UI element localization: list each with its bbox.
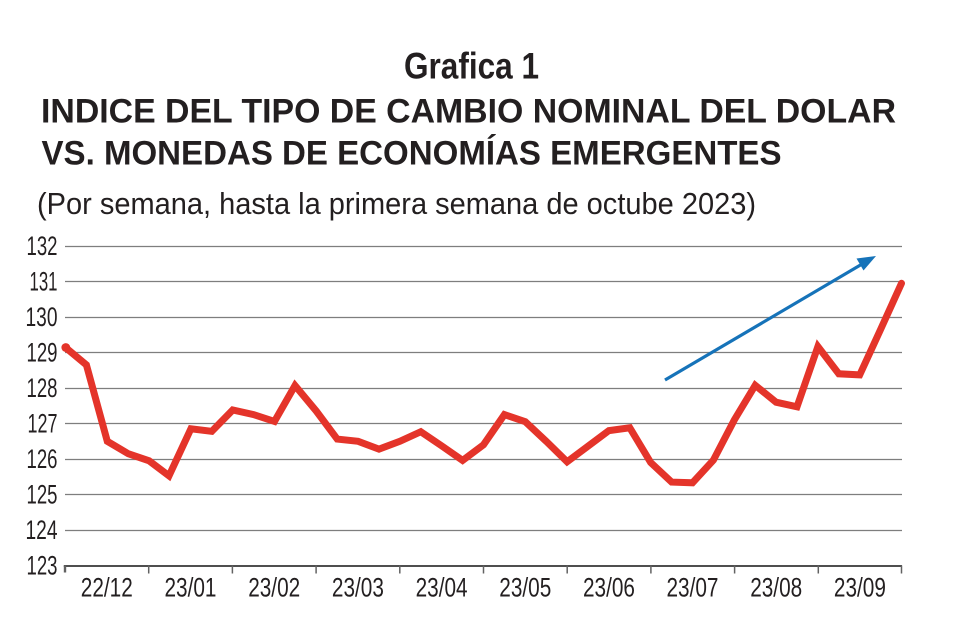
svg-text:23/03: 23/03: [332, 573, 384, 603]
svg-text:131: 131: [30, 267, 58, 297]
svg-text:123: 123: [27, 551, 58, 581]
svg-text:Grafica 1: Grafica 1: [404, 46, 539, 87]
svg-text:128: 128: [27, 373, 58, 403]
svg-text:23/09: 23/09: [834, 573, 886, 603]
svg-text:23/01: 23/01: [165, 573, 217, 603]
svg-text:22/12: 22/12: [81, 573, 133, 603]
svg-text:125: 125: [27, 480, 58, 510]
svg-text:23/08: 23/08: [750, 573, 802, 603]
svg-text:129: 129: [27, 338, 58, 368]
svg-text:INDICE DEL TIPO DE CAMBIO NOMI: INDICE DEL TIPO DE CAMBIO NOMINAL DEL DO…: [41, 92, 896, 130]
svg-text:23/06: 23/06: [583, 573, 635, 603]
svg-text:VS. MONEDAS DE ECONOMÍAS EMERG: VS. MONEDAS DE ECONOMÍAS EMERGENTES: [42, 133, 782, 173]
svg-text:130: 130: [26, 302, 58, 332]
svg-text:23/07: 23/07: [667, 573, 719, 603]
svg-text:126: 126: [27, 444, 58, 474]
svg-text:23/02: 23/02: [248, 573, 300, 603]
svg-text:23/05: 23/05: [499, 573, 551, 603]
svg-text:132: 132: [27, 231, 58, 261]
svg-text:124: 124: [26, 515, 58, 545]
svg-text:(Por semana, hasta la primera: (Por semana, hasta la primera semana de …: [37, 186, 756, 221]
svg-text:127: 127: [28, 409, 58, 439]
svg-text:23/04: 23/04: [416, 573, 468, 603]
